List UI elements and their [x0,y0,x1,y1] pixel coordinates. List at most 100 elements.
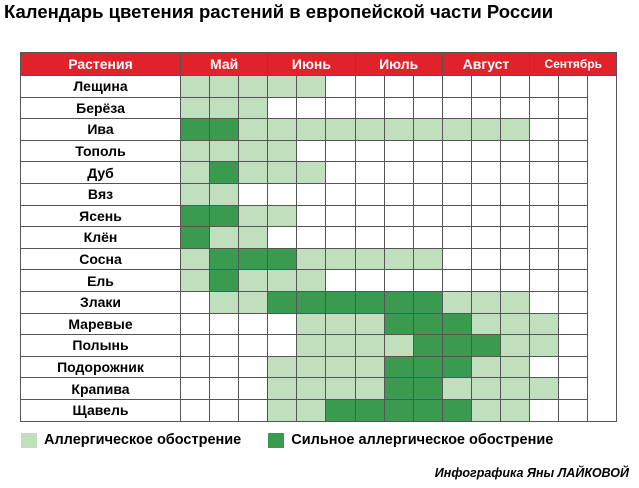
heat-cell [412,226,443,249]
heat-cell [354,96,385,120]
heat-cell [529,334,560,357]
heat-cell [179,182,211,206]
header-month-3: Август [441,52,531,76]
legend-label-dark: Сильное аллергическое обострение [291,432,554,448]
legend: Аллергическое обострение Сильное аллерги… [21,432,553,448]
heat-cell [383,355,414,379]
heat-cell [470,269,502,292]
table-row: Полынь [20,334,617,357]
heat-cell [383,334,414,357]
table-row: Вяз [20,182,617,206]
heat-cell [267,355,298,379]
heat-cell [529,355,560,379]
heat-cell [529,269,560,292]
heat-cell [179,204,211,228]
heat-cell [209,96,240,120]
heat-cell [470,139,502,163]
heat-cell [500,247,531,271]
heat-cell [500,96,531,120]
heat-cell [529,247,560,271]
heat-cell [558,247,589,271]
heat-cell [441,312,472,336]
heat-cell [558,161,589,184]
heat-cell [296,118,327,141]
heat-cell [179,161,211,184]
heat-cell [179,312,211,336]
heat-cell [529,96,560,120]
heat-cell [267,290,298,314]
heat-cell [558,355,589,379]
plant-name: Ясень [20,204,181,228]
heat-cell [383,398,414,422]
heat-cell [296,355,327,379]
heat-cell [500,75,531,98]
heat-cell [296,334,327,357]
heat-cell [383,204,414,228]
heat-cell [558,377,589,400]
heat-cell [209,118,240,141]
heat-cell [325,182,356,206]
heat-cell [500,398,531,422]
table-row: Ель [20,269,617,292]
heat-cell [209,269,240,292]
legend-item-dark: Сильное аллергическое обострение [268,432,553,448]
heat-cell [179,355,211,379]
heat-cell [441,269,472,292]
header-month-4: Сентябрь [529,52,618,76]
heat-cell [529,204,560,228]
heat-cell [412,312,443,336]
heat-cell [441,334,472,357]
heat-cell [354,161,385,184]
heat-cell [441,139,472,163]
table-header-row: Растения Май Июнь Июль Август Сентябрь [20,52,618,76]
heat-cell [296,75,327,98]
heat-cell [383,139,414,163]
heat-cell [354,226,385,249]
heat-cell [267,118,298,141]
heat-cell [267,96,298,120]
heat-cell [412,75,443,98]
plant-name: Ель [20,269,181,292]
heat-cell [238,290,269,314]
heat-cell [354,204,385,228]
heat-cell [209,312,240,336]
plant-name: Лещина [20,75,181,98]
heat-cell [500,226,531,249]
heat-cell [412,161,443,184]
plant-name: Тополь [20,139,181,163]
heat-cell [209,247,240,271]
heat-cell [558,118,589,141]
heat-cell [296,182,327,206]
heat-cell [179,334,211,357]
heat-cell [383,96,414,120]
heat-cell [325,204,356,228]
table-row: Сосна [20,247,617,271]
heat-cell [500,334,531,357]
heat-cell [500,204,531,228]
heat-cell [500,139,531,163]
heat-cell [354,139,385,163]
heat-cell [470,75,502,98]
heat-cell [354,334,385,357]
heat-cell [296,226,327,249]
heat-cell [325,290,356,314]
table-row: Ива [20,118,617,141]
table-row: Дуб [20,161,617,184]
heat-cell [209,204,240,228]
heat-cell [325,269,356,292]
legend-item-light: Аллергическое обострение [21,432,241,448]
table-row: Крапива [20,377,617,400]
heat-cell [558,226,589,249]
plant-name: Ива [20,118,181,141]
heat-cell [238,312,269,336]
heat-cell [296,377,327,400]
heat-cell [412,377,443,400]
heat-cell [470,334,502,357]
heat-cell [412,96,443,120]
heat-cell [238,118,269,141]
plant-name: Дуб [20,161,181,184]
heat-cell [267,334,298,357]
header-month-1: Июнь [267,52,356,76]
heat-cell [558,334,589,357]
heat-cell [354,398,385,422]
